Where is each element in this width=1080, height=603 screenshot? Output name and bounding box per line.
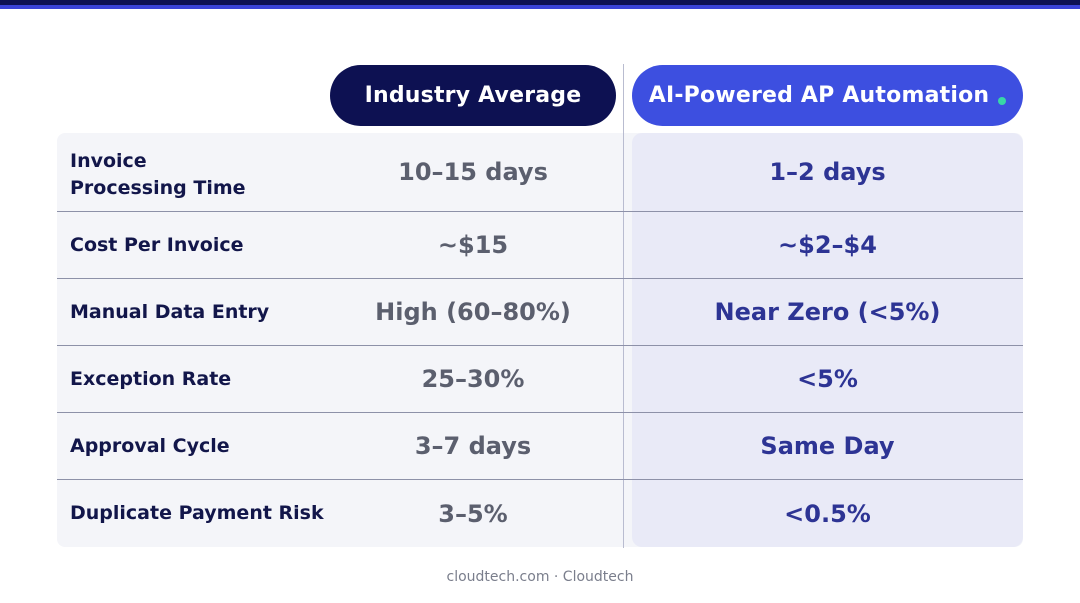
- row-divider: [57, 345, 1023, 346]
- ai-value: ~$2–$4: [778, 231, 877, 259]
- column-divider: [623, 64, 624, 548]
- ai-value: Near Zero (<5%): [714, 298, 941, 326]
- industry-average-label: Industry Average: [364, 83, 582, 108]
- status-dot-icon: [998, 96, 1007, 105]
- ai-column-highlight: [632, 133, 1023, 547]
- ai-value: <0.5%: [784, 499, 871, 528]
- industry-value: 10–15 days: [398, 158, 548, 186]
- ai-value: Same Day: [760, 432, 895, 460]
- footer-credit: cloudtech.com · Cloudtech: [446, 569, 634, 585]
- top-bar-accent: [0, 5, 1080, 9]
- table-row: Cost Per Invoice ~$15 ~$2–$4: [57, 212, 1023, 278]
- row-label: Cost Per Invoice: [70, 233, 244, 256]
- ai-automation-header: AI-Powered AP Automation: [632, 65, 1023, 126]
- ai-automation-label: AI-Powered AP Automation: [648, 83, 990, 108]
- row-divider: [57, 278, 1023, 279]
- top-bar: [0, 0, 1080, 5]
- ai-value: <5%: [797, 365, 858, 393]
- ai-value: 1–2 days: [769, 158, 886, 186]
- industry-value: 3–7 days: [414, 432, 532, 460]
- table-row: Approval Cycle 3–7 days Same Day: [57, 413, 1023, 479]
- industry-value: 3–5%: [438, 499, 508, 528]
- row-label: Manual Data Entry: [70, 300, 270, 323]
- row-label: Exception Rate: [70, 367, 232, 390]
- industry-value: ~$15: [437, 231, 509, 259]
- table-row: Manual Data Entry High (60–80%) Near Zer…: [57, 279, 1023, 345]
- row-divider: [57, 412, 1023, 413]
- table-row: Duplicate Payment Risk 3–5% <0.5%: [57, 480, 1023, 547]
- row-label: Approval Cycle: [70, 434, 230, 457]
- table-row: Invoice Processing Time 10–15 days 1–2 d…: [57, 133, 1023, 211]
- industry-average-header: Industry Average: [330, 65, 616, 126]
- industry-value: High (60–80%): [375, 298, 571, 326]
- row-divider: [57, 479, 1023, 480]
- row-label: Invoice Processing Time: [70, 150, 246, 199]
- table-row: Exception Rate 25–30% <5%: [57, 346, 1023, 412]
- row-divider: [57, 211, 1023, 212]
- row-label: Duplicate Payment Risk: [70, 502, 324, 524]
- industry-value: 25–30%: [421, 365, 525, 393]
